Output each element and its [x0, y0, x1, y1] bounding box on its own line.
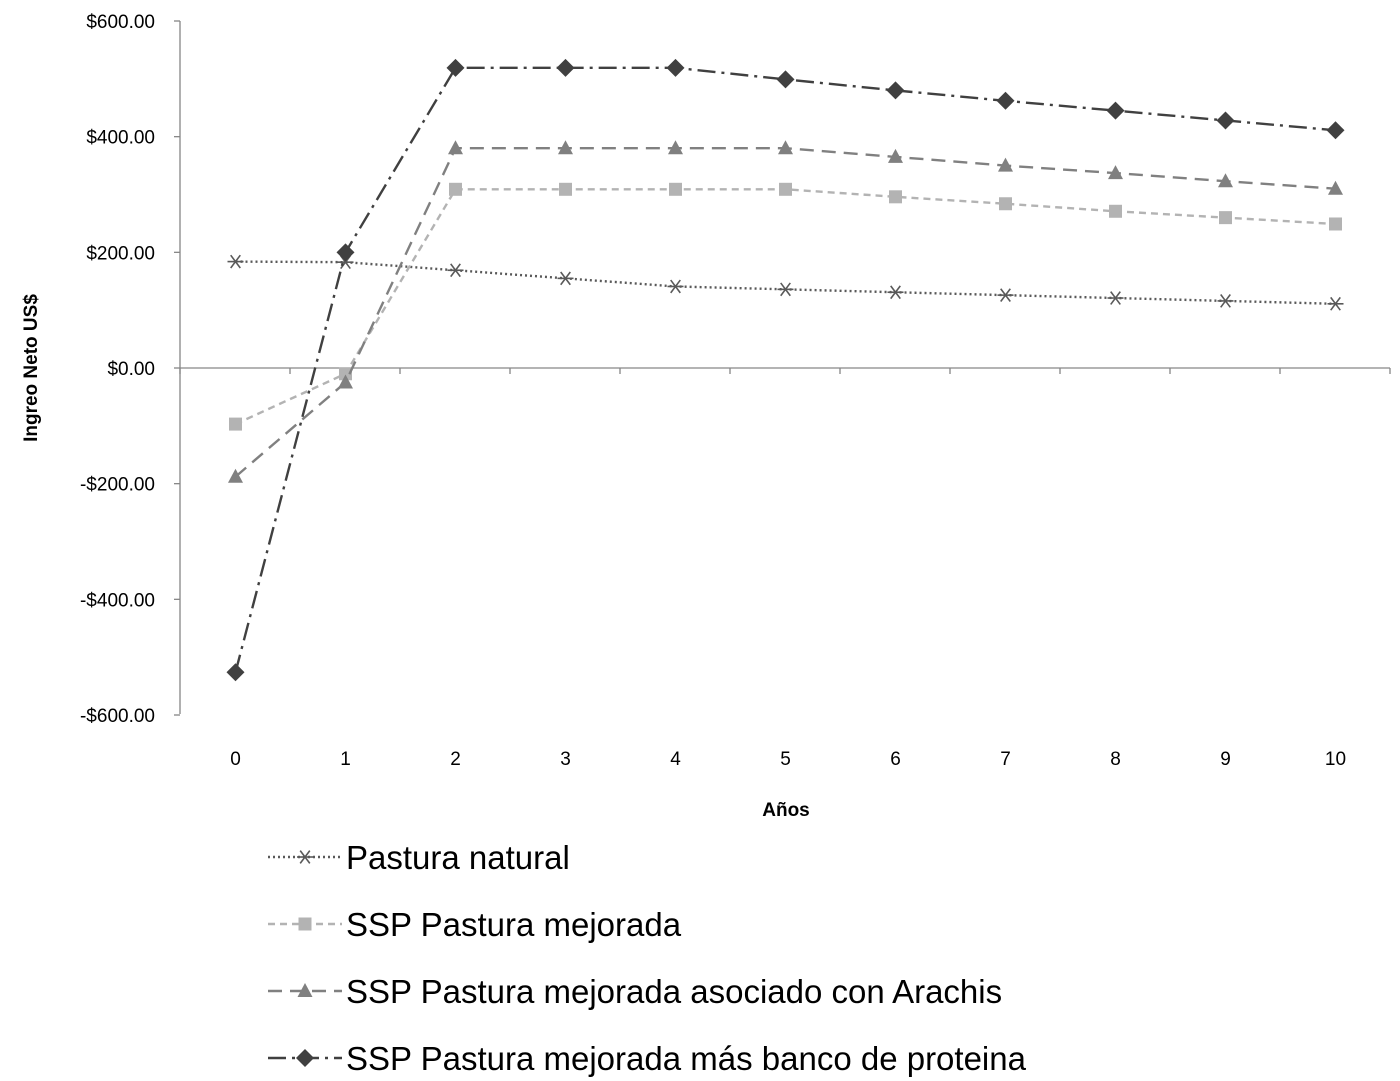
data-point	[1108, 165, 1123, 180]
x-tick-label: 2	[450, 749, 461, 770]
data-point	[336, 243, 355, 262]
series-line	[235, 188, 1336, 426]
data-point	[559, 182, 572, 196]
data-point	[666, 58, 685, 77]
x-tick-label: 10	[1325, 749, 1346, 770]
data-point	[1218, 173, 1233, 188]
x-tick-label: 9	[1220, 749, 1231, 770]
data-point	[1326, 121, 1345, 140]
x-tick-label: 1	[340, 749, 351, 770]
data-point	[999, 197, 1012, 211]
data-point	[1329, 217, 1342, 231]
data-point	[227, 254, 244, 269]
y-tick-label: $200.00	[86, 243, 155, 264]
data-point	[228, 468, 243, 483]
series-3	[228, 140, 1343, 483]
legend: Pastura natural SSP Pastura mejorada SSP P…	[268, 839, 1027, 1077]
data-point	[886, 81, 905, 100]
data-point	[777, 282, 794, 297]
data-point	[226, 663, 245, 682]
x-tick-label: 3	[560, 749, 571, 770]
data-point	[447, 263, 464, 278]
y-tick-label: -$600.00	[80, 706, 155, 727]
y-tick-label: -$200.00	[80, 475, 155, 496]
x-tick-label: 0	[230, 749, 241, 770]
y-tick-label: $0.00	[107, 359, 155, 380]
data-point	[446, 58, 465, 77]
data-point	[778, 140, 793, 155]
data-point	[557, 271, 574, 286]
data-point	[998, 157, 1013, 172]
data-point	[558, 140, 573, 155]
data-point	[776, 70, 795, 89]
legend-entry: SSP Pastura mejorada	[268, 906, 682, 943]
legend-marker	[297, 850, 313, 864]
legend-label: SSP Pastura mejorada más banco de protei…	[346, 1040, 1027, 1077]
data-point	[779, 182, 792, 196]
data-point	[1217, 294, 1234, 308]
series-layer	[226, 58, 1345, 682]
series-2	[229, 182, 1342, 431]
data-point	[668, 140, 683, 155]
legend-label: SSP Pastura mejorada	[346, 906, 682, 943]
y-tick-label: $400.00	[86, 128, 155, 149]
series-line	[234, 66, 1336, 673]
data-point	[229, 417, 242, 431]
data-point	[1328, 180, 1343, 195]
legend-entry: SSP Pastura mejorada asociado con Arachi…	[268, 973, 1002, 1010]
x-axis-title: Años	[762, 800, 810, 821]
data-point	[1109, 204, 1122, 218]
legend-marker	[298, 917, 312, 931]
axes	[174, 20, 1391, 716]
data-point	[1219, 211, 1232, 225]
data-point	[667, 279, 684, 294]
legend-marker	[297, 983, 313, 997]
data-point	[339, 367, 352, 381]
series-1	[227, 254, 1344, 311]
data-point	[449, 182, 462, 196]
series-4	[226, 58, 1345, 682]
data-point	[1107, 291, 1124, 305]
data-point	[1327, 296, 1344, 311]
tick-labels: $600.00 $400.00 $200.00 $0.00 -$200.00 -$400.…	[80, 12, 1346, 770]
x-tick-label: 7	[1000, 749, 1011, 770]
data-point	[338, 374, 353, 389]
y-tick-label: $600.00	[86, 12, 155, 33]
x-tick-label: 6	[890, 749, 901, 770]
legend-label: Pastura natural	[346, 839, 570, 876]
data-point	[1216, 111, 1235, 130]
data-point	[448, 140, 463, 155]
legend-marker	[296, 1049, 314, 1067]
series-line	[234, 147, 1336, 478]
y-axis-title: Ingreo Neto US$	[21, 294, 42, 442]
data-point	[997, 288, 1014, 303]
data-point	[888, 148, 903, 163]
data-point	[887, 285, 904, 300]
x-tick-label: 5	[780, 749, 791, 770]
data-point	[556, 58, 575, 77]
data-point	[996, 91, 1015, 110]
legend-entry: Pastura natural	[268, 839, 570, 876]
x-tick-label: 8	[1110, 749, 1121, 770]
legend-entry: SSP Pastura mejorada más banco de protei…	[268, 1040, 1027, 1077]
x-tick-label: 4	[670, 749, 681, 770]
data-point	[889, 190, 902, 204]
y-tick-label: -$400.00	[80, 590, 155, 611]
data-point	[1106, 101, 1125, 120]
legend-label: SSP Pastura mejorada asociado con Arachi…	[346, 973, 1002, 1010]
data-point	[669, 182, 682, 196]
